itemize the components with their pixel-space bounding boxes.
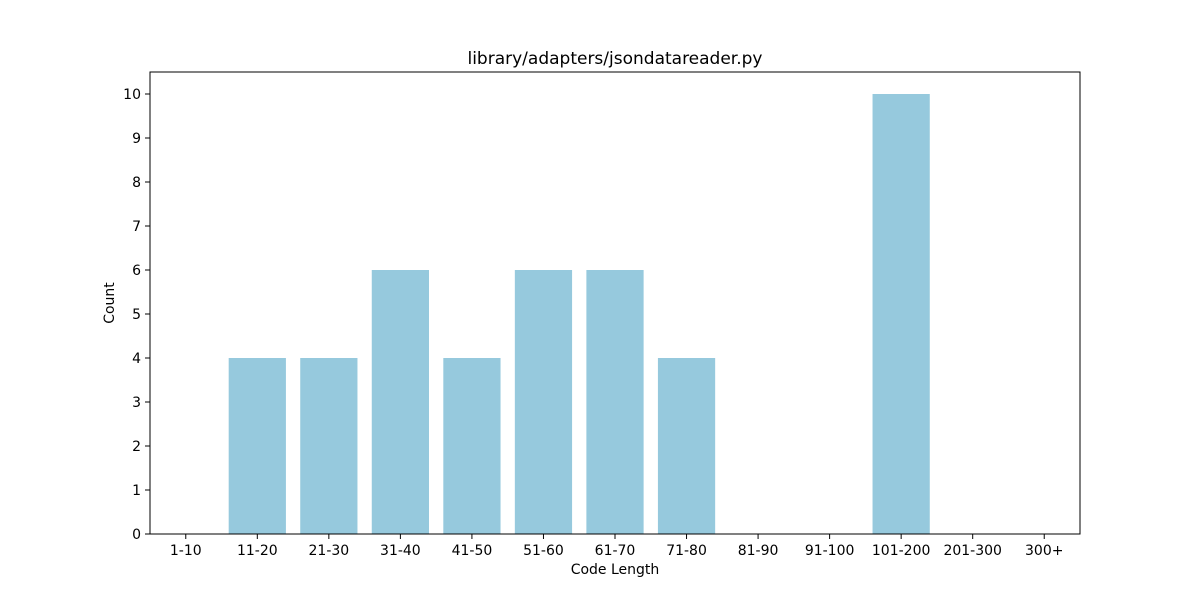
chart-title: library/adapters/jsondatareader.py	[467, 49, 762, 69]
bar-41-50	[443, 358, 501, 534]
x-tick-label: 101-200	[872, 543, 931, 559]
y-axis-label: Count	[102, 282, 118, 324]
y-tick-label: 0	[132, 527, 141, 543]
x-tick-label: 21-30	[309, 543, 350, 559]
x-tick-label: 201-300	[943, 543, 1002, 559]
x-axis-ticks: 1-10 11-20 21-30 31-40 41-50 51-60 61-70 71-80 8…	[170, 534, 1063, 559]
bar-51-60	[514, 270, 573, 534]
x-tick-label: 41-50	[452, 543, 493, 559]
y-tick-label: 2	[132, 439, 141, 455]
bars-layer	[228, 94, 930, 534]
x-tick-label: 81-90	[738, 543, 779, 559]
x-tick-label: 300+	[1025, 543, 1063, 559]
bar-71-80	[657, 358, 716, 534]
x-tick-label: 71-80	[666, 543, 707, 559]
y-tick-label: 4	[132, 351, 141, 367]
y-tick-label: 3	[132, 395, 141, 411]
y-tick-label: 9	[132, 131, 141, 147]
bar-11-20	[228, 358, 286, 534]
x-axis-label: Code Length	[571, 562, 660, 578]
x-tick-label: 91-100	[805, 543, 855, 559]
bar-31-40	[371, 270, 429, 534]
x-tick-label: 1-10	[170, 543, 202, 559]
y-tick-label: 6	[132, 263, 141, 279]
y-tick-label: 8	[132, 175, 141, 191]
x-tick-label: 11-20	[237, 543, 278, 559]
y-tick-label: 5	[132, 307, 141, 323]
x-tick-label: 61-70	[595, 543, 636, 559]
x-tick-label: 51-60	[523, 543, 564, 559]
x-tick-label: 31-40	[380, 543, 421, 559]
bar-21-30	[300, 358, 358, 534]
y-tick-label: 1	[132, 483, 141, 499]
y-tick-label: 7	[132, 219, 141, 235]
bar-61-70	[586, 270, 644, 534]
bar-101-200	[872, 94, 930, 534]
y-axis-ticks: 0 1 2 3 4 5 6 7 8 9 10	[123, 87, 150, 543]
y-tick-label: 10	[123, 87, 141, 103]
